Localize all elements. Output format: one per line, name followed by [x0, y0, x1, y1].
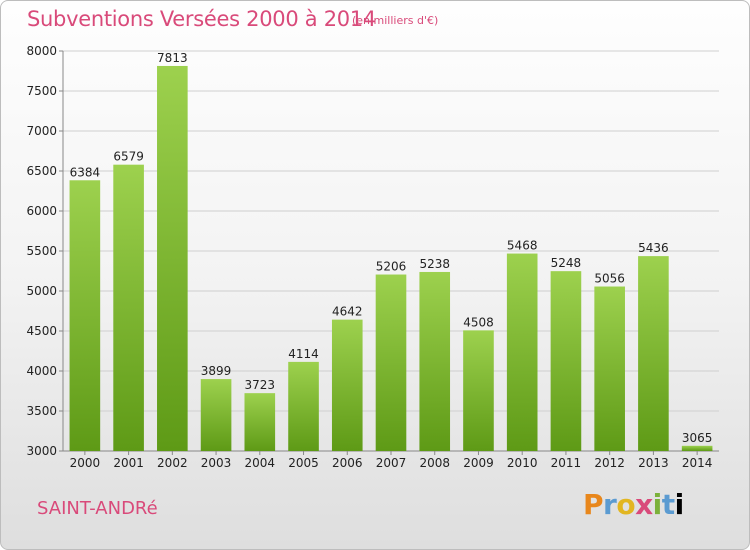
bar-2003 — [200, 379, 232, 451]
y-tick-label: 8000 — [26, 44, 57, 58]
x-tick-label-2008: 2008 — [419, 456, 450, 470]
value-label-2013: 5436 — [638, 241, 669, 255]
value-label-2006: 4642 — [332, 305, 363, 319]
value-label-2009: 4508 — [463, 315, 494, 329]
value-label-2010: 5468 — [507, 239, 538, 253]
data-labels: 6384 6579 7813 3899 3723 4114 4642 5206 5238 4508… — [70, 51, 713, 445]
x-tick-label-2012: 2012 — [594, 456, 625, 470]
x-tick-label-2014: 2014 — [682, 456, 713, 470]
bar-2008 — [419, 271, 451, 451]
bar-2004 — [244, 393, 276, 451]
x-tick-label-2003: 2003 — [201, 456, 232, 470]
x-tick-label-2006: 2006 — [332, 456, 363, 470]
proxiti-logo[interactable]: Proxiti — [583, 488, 684, 521]
chart-subtitle: (en milliers d'€) — [352, 14, 439, 27]
value-label-2001: 6579 — [113, 150, 144, 164]
value-label-2003: 3899 — [201, 364, 232, 378]
chart-title: Subventions Versées 2000 à 2014 — [27, 7, 376, 31]
x-tick-label-2009: 2009 — [463, 456, 494, 470]
x-tick-label-2001: 2001 — [113, 456, 144, 470]
y-tick-label: 3000 — [26, 444, 57, 458]
y-tick-label: 7000 — [26, 124, 57, 138]
bar-2005 — [288, 361, 319, 451]
bar-2009 — [463, 330, 494, 451]
y-tick-label: 6500 — [26, 164, 57, 178]
x-tick-label-2005: 2005 — [288, 456, 319, 470]
bar-2011 — [550, 271, 582, 451]
y-tick-label: 7500 — [26, 84, 57, 98]
x-tick-label-2000: 2000 — [70, 456, 101, 470]
value-label-2007: 5206 — [376, 260, 407, 274]
bar-2002 — [157, 65, 188, 452]
bar-2006 — [331, 319, 363, 451]
bar-2012 — [594, 286, 625, 451]
value-label-2002: 7813 — [157, 51, 188, 65]
bars — [69, 65, 713, 452]
bar-2010 — [506, 253, 538, 451]
bar-2007 — [375, 274, 407, 451]
value-label-2012: 5056 — [594, 272, 625, 286]
value-label-2004: 3723 — [245, 378, 276, 392]
value-label-2005: 4114 — [288, 347, 319, 361]
x-tick-label-2004: 2004 — [245, 456, 276, 470]
x-tick-label-2002: 2002 — [157, 456, 188, 470]
bar-2013 — [638, 256, 669, 451]
y-tick-label: 4500 — [26, 324, 57, 338]
bar-2000 — [69, 180, 101, 451]
value-label-2011: 5248 — [551, 256, 582, 270]
bar-2001 — [113, 164, 144, 451]
x-tick-label-2007: 2007 — [376, 456, 407, 470]
value-label-2008: 5238 — [419, 257, 450, 271]
x-tick-label-2013: 2013 — [638, 456, 669, 470]
place-name: SAINT-ANDRé — [37, 498, 158, 519]
y-tick-label: 3500 — [26, 404, 57, 418]
y-tick-label: 5000 — [26, 284, 57, 298]
value-label-2014: 3065 — [682, 431, 713, 445]
x-tick-label-2011: 2011 — [551, 456, 582, 470]
y-tick-label: 5500 — [26, 244, 57, 258]
x-tick-label-2010: 2010 — [507, 456, 538, 470]
bar-2014 — [681, 445, 713, 451]
y-tick-label: 6000 — [26, 204, 57, 218]
value-label-2000: 6384 — [70, 165, 101, 179]
y-tick-label: 4000 — [26, 364, 57, 378]
